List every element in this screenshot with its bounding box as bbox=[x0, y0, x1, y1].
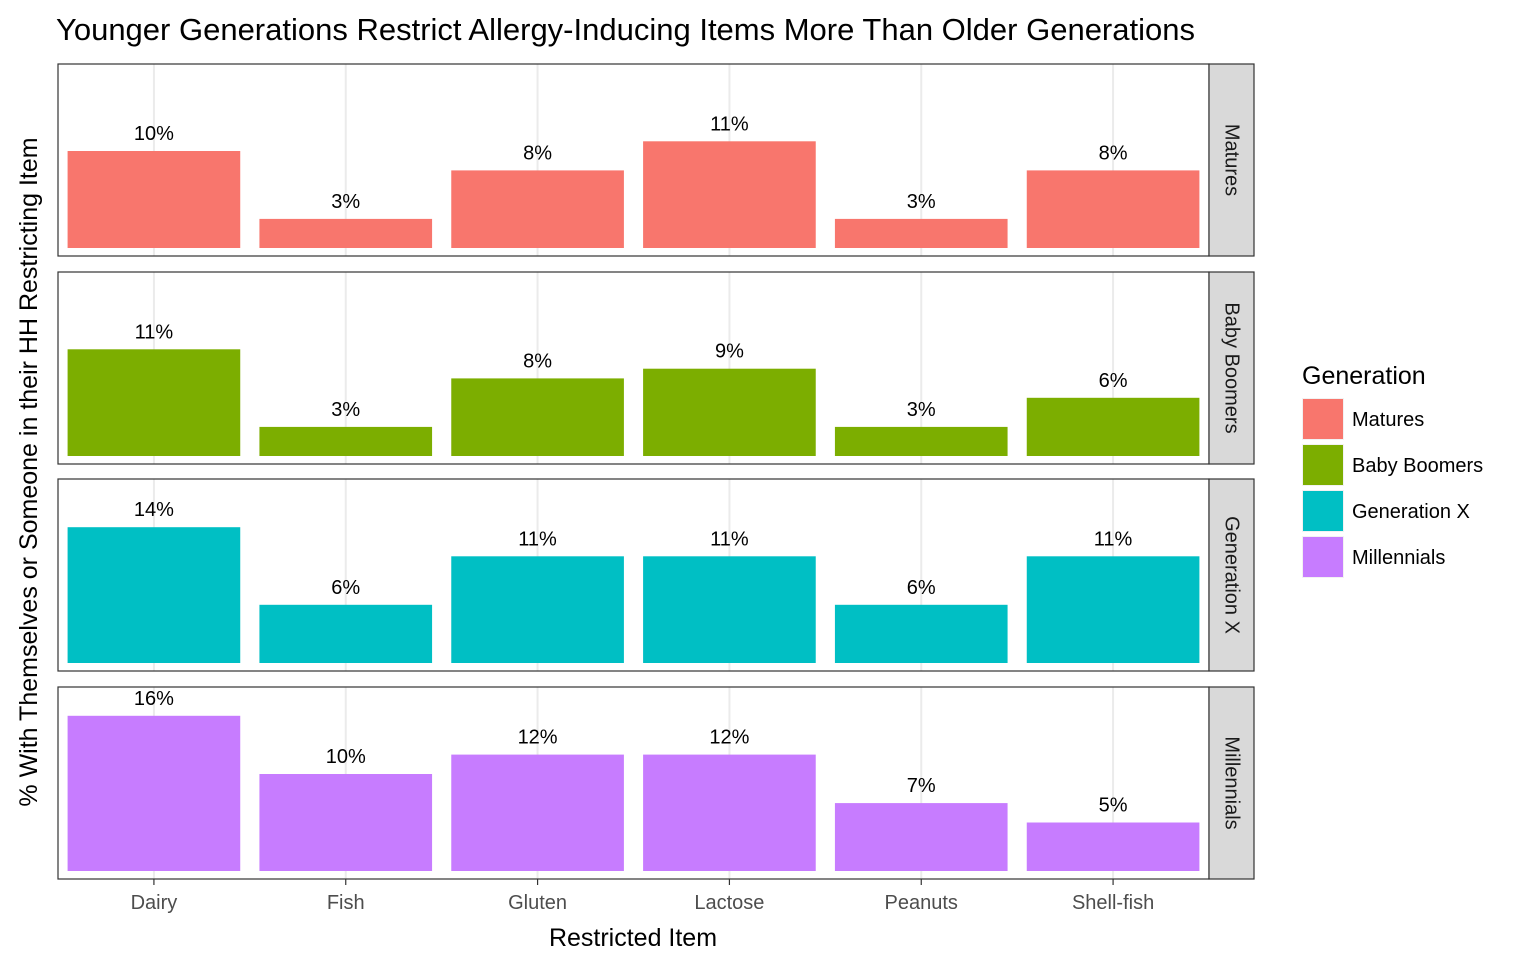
x-tick-label: Shell-fish bbox=[1072, 892, 1154, 914]
facet-strip bbox=[1208, 686, 1255, 880]
data-label: 8% bbox=[523, 142, 552, 164]
legend-swatch bbox=[1303, 491, 1343, 531]
data-label: 7% bbox=[907, 775, 936, 797]
bar bbox=[67, 349, 241, 456]
legend-label: Generation X bbox=[1352, 501, 1470, 523]
bar bbox=[834, 604, 1008, 663]
data-label: 6% bbox=[907, 577, 936, 599]
facet-strip-label: Generation X bbox=[1221, 516, 1243, 634]
data-label: 11% bbox=[518, 528, 557, 550]
data-label: 11% bbox=[710, 113, 749, 135]
bar bbox=[1026, 170, 1200, 248]
panel-background bbox=[58, 272, 1209, 464]
data-label: 6% bbox=[331, 577, 360, 599]
data-label: 14% bbox=[134, 499, 174, 521]
data-label: 10% bbox=[134, 123, 174, 145]
legend-label: Millennials bbox=[1352, 547, 1445, 569]
data-label: 16% bbox=[134, 688, 174, 710]
data-label: 12% bbox=[709, 727, 749, 749]
data-label: 11% bbox=[710, 528, 749, 550]
legend-title: Generation bbox=[1302, 362, 1426, 390]
bar bbox=[67, 151, 241, 248]
data-label: 8% bbox=[1099, 142, 1128, 164]
facet-strip-label: Baby Boomers bbox=[1221, 302, 1243, 433]
data-label: 3% bbox=[331, 399, 360, 421]
panel-background bbox=[58, 687, 1209, 879]
legend-swatch bbox=[1303, 537, 1343, 577]
facet-panel: 16% 10% 12% 12% 7% 5% Millennials bbox=[57, 686, 1255, 880]
legend-label: Matures bbox=[1352, 409, 1424, 431]
facet-strip-label: Matures bbox=[1221, 124, 1243, 196]
bar bbox=[643, 141, 816, 248]
x-tick-label: Dairy bbox=[131, 892, 178, 914]
bar bbox=[259, 604, 433, 663]
bar bbox=[451, 378, 624, 456]
x-tick-label: Fish bbox=[327, 892, 365, 914]
data-label: 10% bbox=[326, 746, 366, 768]
bar bbox=[834, 426, 1008, 456]
bar bbox=[67, 527, 241, 663]
bar bbox=[67, 715, 241, 871]
x-axis-tick-labels: Dairy Fish Gluten Lactose Peanuts Shell-fish bbox=[131, 879, 1154, 914]
facet-panel: 14% 6% 11% 11% 6% 11% Generation X bbox=[57, 478, 1255, 672]
panel-background bbox=[58, 64, 1209, 256]
bar bbox=[643, 754, 816, 871]
bar bbox=[1026, 822, 1200, 871]
facet-panel: 11% 3% 8% 9% 3% 6% Baby Boomers bbox=[57, 271, 1255, 465]
data-label: 6% bbox=[1099, 370, 1128, 392]
data-label: 11% bbox=[1094, 528, 1133, 550]
bar bbox=[451, 170, 624, 248]
facet-panels: 10% 3% 8% 11% 3% 8% Matures 11% 3% 8% 9% 3% 6% Baby B… bbox=[57, 63, 1255, 880]
facet-panel: 10% 3% 8% 11% 3% 8% Matures bbox=[57, 63, 1255, 257]
bar bbox=[259, 218, 433, 248]
facet-strip bbox=[1208, 478, 1255, 672]
legend: Generation Matures Baby Boomers Generation… bbox=[1302, 362, 1483, 578]
bar bbox=[1026, 556, 1200, 663]
data-label: 5% bbox=[1099, 795, 1128, 817]
facet-strip-label: Millennials bbox=[1221, 736, 1243, 829]
legend-swatch bbox=[1303, 399, 1343, 439]
x-axis-title: Restricted Item bbox=[549, 924, 717, 952]
panel-background bbox=[58, 479, 1209, 671]
bar bbox=[451, 556, 624, 663]
data-label: 11% bbox=[135, 321, 174, 343]
data-label: 3% bbox=[907, 191, 936, 213]
chart-title: Younger Generations Restrict Allergy-Ind… bbox=[56, 12, 1195, 47]
data-label: 3% bbox=[331, 191, 360, 213]
data-label: 3% bbox=[907, 399, 936, 421]
bar bbox=[834, 803, 1008, 871]
facet-strip bbox=[1208, 63, 1255, 257]
bar bbox=[259, 774, 433, 871]
bar bbox=[834, 218, 1008, 248]
data-label: 12% bbox=[518, 727, 558, 749]
bar bbox=[1026, 397, 1200, 456]
bar bbox=[643, 368, 816, 456]
x-tick-label: Peanuts bbox=[885, 892, 958, 914]
x-tick-label: Gluten bbox=[508, 892, 567, 914]
bar bbox=[643, 556, 816, 663]
legend-swatch bbox=[1303, 445, 1343, 485]
bar bbox=[259, 426, 433, 456]
data-label: 9% bbox=[715, 341, 744, 363]
facet-strip bbox=[1208, 271, 1255, 465]
data-label: 8% bbox=[523, 350, 552, 372]
bar bbox=[451, 754, 624, 871]
x-tick-label: Lactose bbox=[694, 892, 764, 914]
legend-label: Baby Boomers bbox=[1352, 455, 1483, 477]
y-axis-title: % With Themselves or Someone in their HH… bbox=[15, 137, 43, 806]
